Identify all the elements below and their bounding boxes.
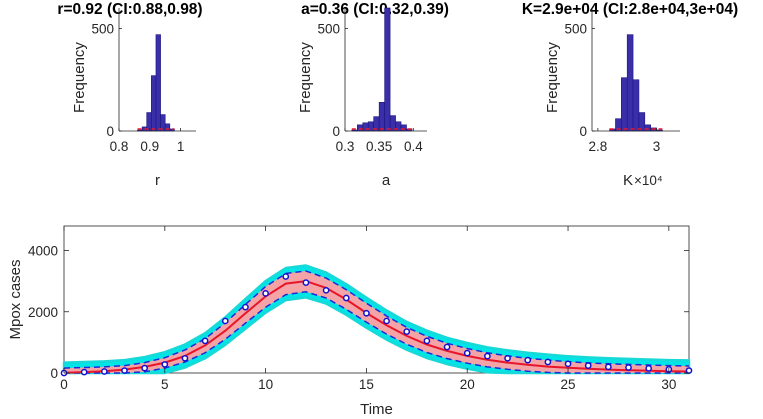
observed-point	[141, 364, 148, 372]
y-axis-label: Mpox cases	[7, 259, 24, 339]
observed-point	[242, 303, 249, 311]
observed-point	[342, 294, 350, 302]
observed-point	[302, 279, 310, 287]
y-tick-label: 0	[50, 366, 58, 381]
histogram-bar	[164, 123, 171, 132]
histogram-title: r=0.92 (CI:0.88,0.98)	[57, 1, 202, 18]
x-tick-label: 5	[161, 377, 169, 392]
ci-lower-line	[64, 291, 689, 374]
y-axis-label: Frequency	[544, 42, 561, 113]
ci-upper-line	[63, 270, 690, 369]
x-axis-label: K	[623, 172, 633, 189]
x-tick-label: 30	[661, 377, 676, 392]
observed-point	[645, 365, 653, 372]
histogram-bar	[155, 34, 161, 132]
y-tick-label: 500	[317, 22, 340, 37]
x-tick-label: 0.4	[404, 139, 423, 154]
observed-point	[161, 361, 169, 368]
observed-point	[322, 286, 330, 294]
histogram-bar	[151, 75, 157, 132]
observed-point	[80, 368, 88, 376]
ci-band	[64, 271, 689, 373]
x-tick-label: 0	[60, 377, 68, 392]
x-tick-label: 0.8	[110, 139, 129, 154]
observed-point	[201, 337, 209, 345]
observed-point	[121, 367, 128, 374]
observed-point	[383, 317, 390, 325]
histogram-bar	[384, 7, 391, 132]
observed-point	[484, 352, 491, 360]
y-axis-label: Frequency	[71, 42, 88, 113]
x-tick-label: 2.8	[588, 139, 607, 154]
observed-point	[605, 363, 612, 371]
histogram-a: a=0.36 (CI:0.32,0.39) 0 500 0.3 0.35 0.4 Frequ…	[297, 1, 449, 189]
observed-point	[504, 354, 511, 362]
histogram-bar	[626, 34, 634, 132]
observed-point	[544, 358, 552, 366]
histogram-k: K=2.9e+04 (CI:2.8e+04,3e+04) 0 500 2.8 3 Freq…	[522, 1, 738, 189]
x-tick-label: 20	[460, 377, 475, 392]
mpox-fit-chart: 0 2000 4000 0 5 10 15 20 25 30 Time Mpox cases	[7, 225, 693, 418]
x-tick-label: 0.9	[140, 139, 159, 154]
fit-mean-line	[63, 280, 690, 374]
observed-point	[463, 349, 471, 357]
x-axis-label: a	[382, 172, 391, 189]
y-tick-label: 4000	[28, 244, 58, 259]
plot-area	[63, 225, 690, 374]
observed-point	[584, 362, 592, 369]
x-tick-label: 1	[177, 139, 185, 154]
x-axis-label: Time	[360, 401, 393, 418]
histogram-r: r=0.92 (CI:0.88,0.98) 0 500 0.8 0.9 1 Frequenc…	[57, 1, 202, 189]
observed-point	[100, 368, 108, 375]
y-tick-label: 0	[332, 124, 340, 139]
observed-point	[181, 354, 189, 362]
observed-point	[262, 290, 269, 297]
observed-point	[282, 273, 290, 280]
y-tick-label: 2000	[28, 305, 58, 320]
x-axis-multiplier: ×10⁴	[634, 173, 663, 188]
histogram-title: a=0.36 (CI:0.32,0.39)	[301, 1, 449, 18]
x-tick-label: 10	[258, 377, 273, 392]
y-tick-label: 0	[106, 124, 114, 139]
y-tick-label: 500	[564, 22, 587, 37]
y-tick-label: 0	[579, 124, 587, 139]
x-tick-label: 3	[653, 139, 661, 154]
y-tick-label: 500	[91, 22, 114, 37]
observed-point	[423, 337, 431, 345]
histogram-title: K=2.9e+04 (CI:2.8e+04,3e+04)	[522, 1, 738, 18]
x-axis-label: r	[155, 172, 160, 189]
x-tick-label: 25	[561, 377, 576, 392]
histogram-bar	[644, 124, 651, 132]
y-axis-label: Frequency	[297, 42, 314, 113]
histogram-bar	[378, 102, 385, 132]
histogram-bar	[621, 77, 628, 132]
x-tick-label: 15	[359, 377, 374, 392]
observed-point	[564, 360, 572, 368]
histogram-bar	[632, 79, 640, 132]
x-tick-label: 0.35	[366, 139, 392, 154]
observed-point	[524, 356, 532, 364]
x-tick-label: 0.3	[336, 139, 355, 154]
observed-point	[221, 317, 229, 325]
observed-point	[625, 364, 632, 371]
observed-point	[443, 343, 451, 351]
observed-point	[685, 367, 693, 374]
histogram-bar	[400, 124, 407, 132]
observed-point	[403, 328, 411, 336]
histogram-bar	[356, 124, 364, 132]
observed-point	[363, 309, 370, 317]
